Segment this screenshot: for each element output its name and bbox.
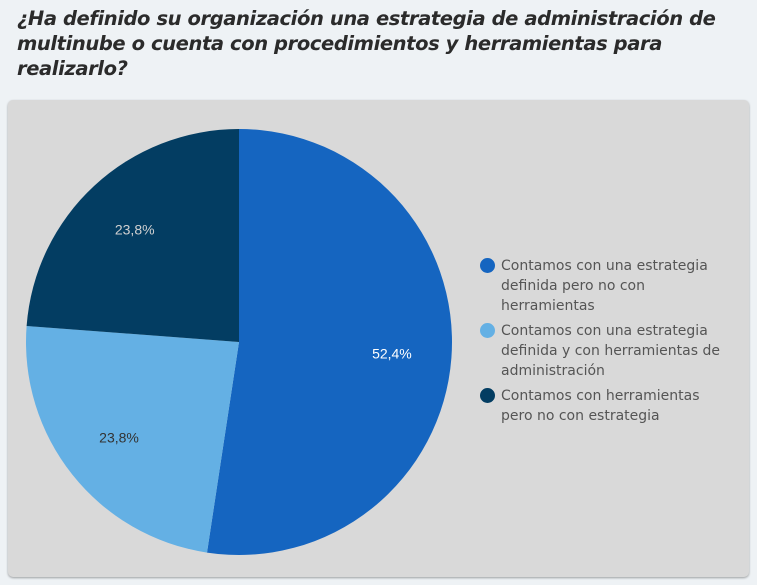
- chart-card: 52,4% 23,8% 23,8% Contamos con una estrate…: [8, 100, 749, 577]
- pie-slice[interactable]: [26, 129, 240, 342]
- slice-value-label: 23,8%: [99, 430, 139, 446]
- legend-label: Contamos con una estrategia definida y c…: [501, 323, 720, 379]
- legend-item[interactable]: Contamos con una estrategia definida per…: [480, 256, 740, 316]
- pie-slice[interactable]: [207, 129, 452, 555]
- legend-dot-icon: [480, 388, 495, 403]
- slice-value-label: 23,8%: [115, 222, 155, 238]
- legend-dot-icon: [480, 323, 495, 338]
- legend-item[interactable]: Contamos con herramientas pero no con es…: [480, 386, 740, 426]
- legend-label: Contamos con herramientas pero no con es…: [501, 388, 700, 424]
- chart-legend: Contamos con una estrategia definida per…: [480, 256, 740, 431]
- pie-slice[interactable]: [25, 325, 239, 553]
- slice-value-label: 52,4%: [372, 346, 412, 362]
- chart-title: ¿Ha definido su organización una estrate…: [17, 7, 716, 80]
- legend-item[interactable]: Contamos con una estrategia definida y c…: [480, 321, 740, 381]
- pie-chart: 52,4% 23,8% 23,8%: [25, 129, 452, 555]
- legend-dot-icon: [480, 258, 495, 273]
- legend-label: Contamos con una estrategia definida per…: [501, 258, 708, 314]
